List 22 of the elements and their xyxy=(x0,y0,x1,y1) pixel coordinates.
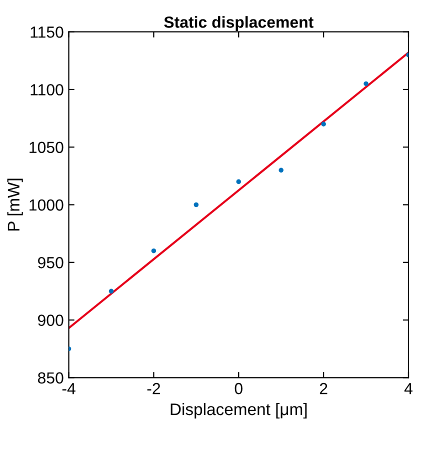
y-tick-label: 1000 xyxy=(30,199,64,211)
x-tick-label: 0 xyxy=(234,382,242,394)
chart-title: Static displacement xyxy=(164,16,314,31)
point xyxy=(364,81,368,86)
point xyxy=(151,248,156,254)
x-tick-label: -2 xyxy=(147,382,160,394)
point xyxy=(278,168,284,173)
point xyxy=(321,122,326,126)
point xyxy=(108,288,114,294)
x-axis-title: Displacement [μm] xyxy=(170,402,307,418)
x-tick-label: 2 xyxy=(320,382,328,394)
y-tick-label: 950 xyxy=(38,257,64,268)
y-tick-label: 900 xyxy=(38,314,64,326)
y-axis-title: P [mW] xyxy=(7,178,23,231)
point xyxy=(194,202,199,208)
y-tick-label: 1100 xyxy=(30,84,64,96)
point xyxy=(236,179,242,184)
y-tick-label: 850 xyxy=(38,372,64,384)
x-tick-label: 4 xyxy=(404,383,412,394)
y-tick-label: 1150 xyxy=(30,26,64,38)
y-tick-label: 1050 xyxy=(30,142,64,154)
x-tick-label: -4 xyxy=(62,383,76,394)
